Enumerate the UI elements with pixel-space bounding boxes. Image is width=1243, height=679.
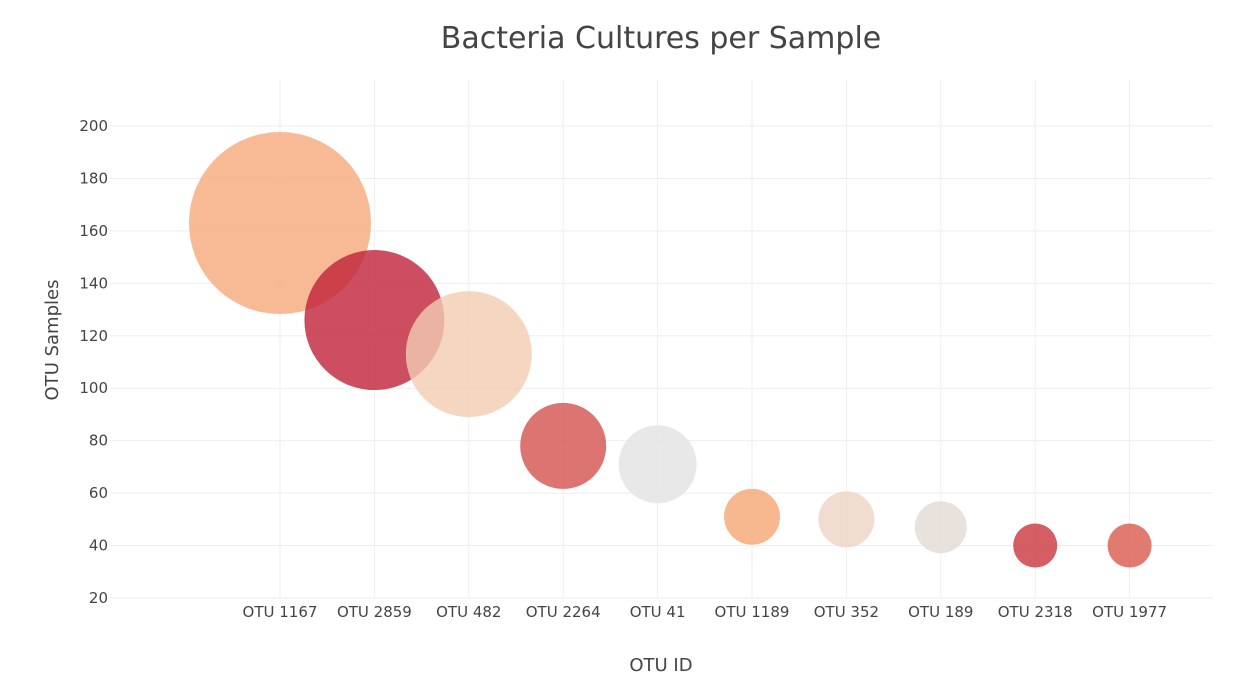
y-tick-label: 100 <box>79 379 108 397</box>
y-tick-label: 140 <box>79 274 108 292</box>
bubble-otu-2264[interactable] <box>520 402 607 489</box>
bubble-otu-2318[interactable] <box>1013 523 1058 568</box>
x-tick-label: OTU 189 <box>908 603 973 621</box>
x-tick-label: OTU 482 <box>436 603 501 621</box>
y-tick-label: 120 <box>79 327 108 345</box>
y-tick-label: 20 <box>89 589 108 607</box>
y-tick-label: 180 <box>79 169 108 187</box>
x-tick-label: OTU 1977 <box>1092 603 1167 621</box>
x-tick-label: OTU 1167 <box>243 603 318 621</box>
y-tick-label: 80 <box>89 432 108 450</box>
bubble-otu-41[interactable] <box>618 425 697 504</box>
x-tick-label: OTU 2859 <box>337 603 412 621</box>
bubble-otu-352[interactable] <box>818 491 875 548</box>
bubbles <box>189 132 1152 568</box>
y-axis-title: OTU Samples <box>42 280 63 401</box>
x-tick-label: OTU 352 <box>814 603 879 621</box>
bubble-otu-1977[interactable] <box>1107 523 1152 568</box>
x-axis-ticks: OTU 1167 OTU 2859 OTU 482 OTU 2264 OTU 41 OTU… <box>243 603 1167 621</box>
bubble-otu-1167[interactable] <box>189 132 371 315</box>
x-axis-title: OTU ID <box>629 655 692 676</box>
x-tick-label: OTU 41 <box>630 603 686 621</box>
bubble-otu-1189[interactable] <box>724 488 780 545</box>
y-tick-label: 160 <box>79 222 108 240</box>
y-tick-label: 40 <box>89 537 108 555</box>
x-tick-label: OTU 2318 <box>998 603 1073 621</box>
chart-title: Bacteria Cultures per Sample <box>441 21 882 56</box>
y-axis-ticks: 20 40 60 80 100 120 140 160 180 200 <box>79 117 108 607</box>
bubble-otu-482[interactable] <box>405 291 532 418</box>
bubble-otu-189[interactable] <box>914 501 967 554</box>
y-tick-label: 200 <box>79 117 108 135</box>
x-tick-label: OTU 1189 <box>715 603 790 621</box>
y-tick-label: 60 <box>89 484 108 502</box>
x-tick-label: OTU 2264 <box>526 603 601 621</box>
